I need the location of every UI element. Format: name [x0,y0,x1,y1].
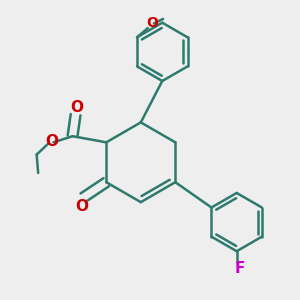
Text: O: O [46,134,59,149]
Text: O: O [75,199,88,214]
Text: O: O [146,16,158,31]
Text: O: O [70,100,84,115]
Text: F: F [235,261,245,276]
